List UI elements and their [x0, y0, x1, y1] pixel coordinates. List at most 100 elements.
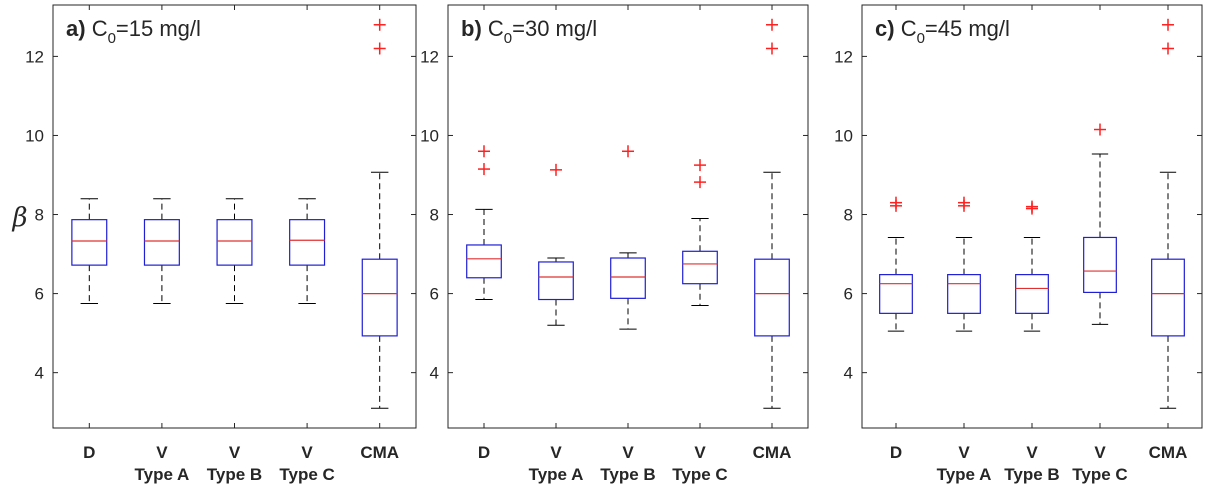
panel-title: b) C0=30 mg/l [461, 16, 597, 47]
x-tick-label: D [83, 443, 95, 462]
iqr-box [754, 258, 790, 337]
y-tick-label: 6 [844, 285, 853, 304]
x-tick-label: D [890, 443, 902, 462]
x-tick-label: CMA [753, 443, 792, 462]
iqr-box [289, 219, 326, 266]
outlier-marker [1162, 42, 1174, 55]
panel-title: c) C0=45 mg/l [875, 16, 1010, 47]
box-3 [610, 145, 646, 330]
x-tick-label: V [694, 443, 706, 462]
box-5 [754, 18, 790, 409]
box-2 [947, 196, 981, 332]
iqr-box [143, 219, 180, 266]
x-tick-label: V [1026, 443, 1038, 462]
iqr-box [71, 219, 108, 266]
y-tick-label: 12 [834, 47, 853, 66]
title-concentration: =45 mg/l [925, 16, 1010, 41]
x-tick-label: V [1094, 443, 1106, 462]
outlier-marker [478, 163, 490, 176]
outlier-marker [622, 145, 634, 158]
outlier-marker [478, 145, 490, 158]
title-concentration: =15 mg/l [116, 16, 201, 41]
box-2 [143, 198, 180, 304]
y-axis-label: β [11, 203, 27, 233]
outlier-marker [694, 176, 706, 189]
axes-frame [861, 4, 1203, 429]
box-1 [879, 196, 913, 332]
iqr-box [216, 219, 253, 266]
title-concentration: =30 mg/l [512, 16, 597, 41]
y-tick-label: 4 [430, 364, 439, 383]
y-tick-label: 10 [25, 126, 44, 145]
outlier-marker [766, 42, 778, 55]
title-subscript: 0 [108, 30, 116, 47]
iqr-box [682, 250, 718, 285]
title-subscript: 0 [917, 30, 925, 47]
box-2 [538, 163, 574, 326]
x-tick-sublabel: Type C [1072, 465, 1127, 484]
iqr-box [538, 261, 574, 301]
iqr-box [1151, 258, 1185, 337]
panel-title: a) C0=15 mg/l [66, 16, 201, 47]
x-tick-label: CMA [360, 443, 399, 462]
panel-tag: c) [875, 16, 901, 41]
x-tick-label: V [301, 443, 313, 462]
x-tick-label: V [229, 443, 241, 462]
box-4 [1083, 123, 1117, 325]
iqr-box [466, 244, 502, 279]
outlier-marker [1026, 200, 1038, 213]
box-5 [1151, 18, 1185, 409]
box-1 [71, 198, 108, 304]
title-symbol: C [488, 16, 504, 41]
y-tick-label: 8 [844, 206, 853, 225]
iqr-box [1083, 236, 1117, 294]
box-3 [1015, 200, 1049, 332]
box-4 [682, 159, 718, 306]
box-3 [216, 198, 253, 304]
x-tick-sublabel: Type A [937, 465, 992, 484]
box-4 [289, 198, 326, 304]
y-tick-label: 10 [420, 126, 439, 145]
x-tick-label: V [622, 443, 634, 462]
x-tick-label: V [550, 443, 562, 462]
axes-frame [447, 4, 809, 429]
x-tick-label: V [156, 443, 168, 462]
outlier-marker [1094, 123, 1106, 136]
x-tick-label: V [958, 443, 970, 462]
panel-tag: a) [66, 16, 92, 41]
iqr-box [610, 257, 646, 299]
x-tick-label: D [478, 443, 490, 462]
iqr-box [879, 274, 913, 314]
x-tick-label: CMA [1149, 443, 1188, 462]
y-tick-label: 12 [420, 47, 439, 66]
outlier-marker [890, 196, 902, 209]
title-symbol: C [901, 16, 917, 41]
box-1 [466, 145, 502, 301]
outlier-marker [958, 196, 970, 209]
panel-1: 4 6 8 10 12 D V Type A V Type B V Type C CMA a) C0=15… [25, 4, 417, 484]
y-tick-label: 4 [844, 364, 853, 383]
title-subscript: 0 [504, 30, 512, 47]
outlier-marker [550, 163, 562, 176]
panel-tag: b) [461, 16, 488, 41]
x-tick-sublabel: Type C [279, 465, 334, 484]
x-tick-sublabel: Type A [529, 465, 584, 484]
outlier-marker [694, 159, 706, 172]
y-tick-label: 12 [25, 47, 44, 66]
y-tick-label: 8 [35, 206, 44, 225]
title-symbol: C [92, 16, 108, 41]
x-tick-sublabel: Type C [672, 465, 727, 484]
outlier-marker [766, 18, 778, 31]
y-tick-label: 4 [35, 364, 44, 383]
x-tick-sublabel: Type B [1004, 465, 1059, 484]
outlier-marker [373, 18, 386, 31]
box-5 [361, 18, 398, 409]
y-tick-label: 6 [35, 285, 44, 304]
iqr-box [1015, 274, 1049, 314]
y-tick-label: 6 [430, 285, 439, 304]
y-tick-label: 10 [834, 126, 853, 145]
x-tick-sublabel: Type B [207, 465, 262, 484]
outlier-marker [373, 42, 386, 55]
